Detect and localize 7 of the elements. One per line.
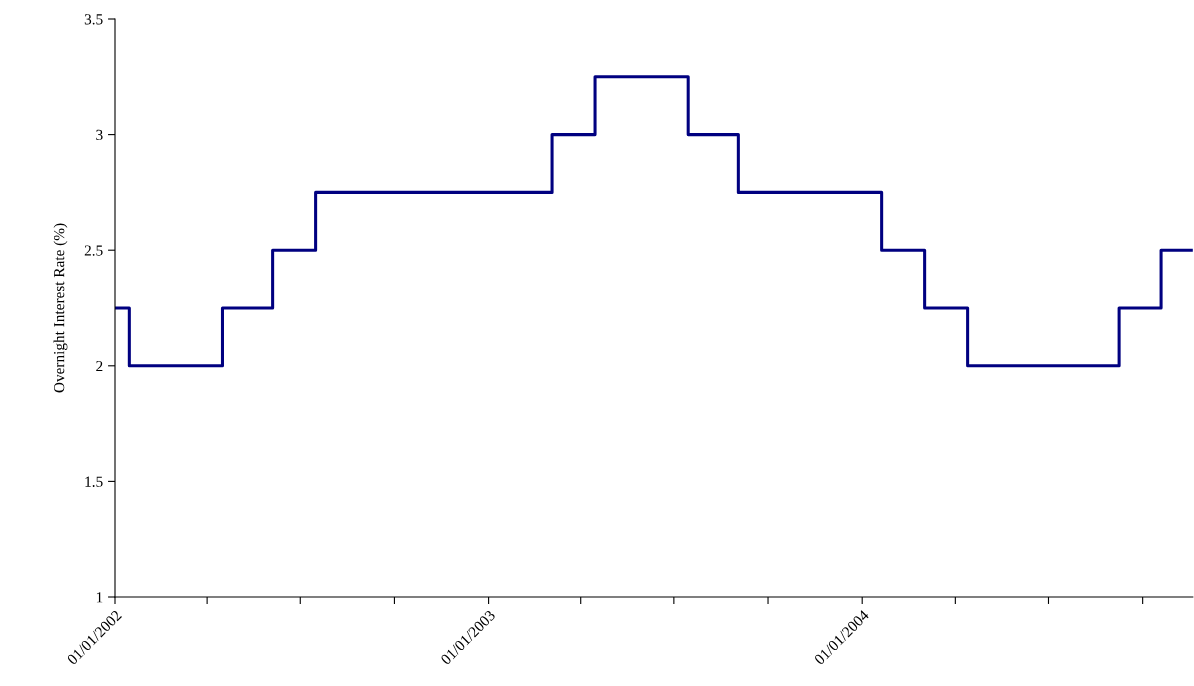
y-tick-label: 2	[96, 360, 103, 372]
y-tick-label: 3.5	[84, 14, 103, 25]
y-tick-label: 2.5	[84, 245, 103, 256]
y-axis-title: Overnight Interest Rate (%)	[53, 223, 68, 393]
y-tick-label: 1	[96, 592, 103, 603]
y-tick-label: 1.5	[85, 476, 103, 487]
y-tick-label: 3	[96, 129, 103, 141]
